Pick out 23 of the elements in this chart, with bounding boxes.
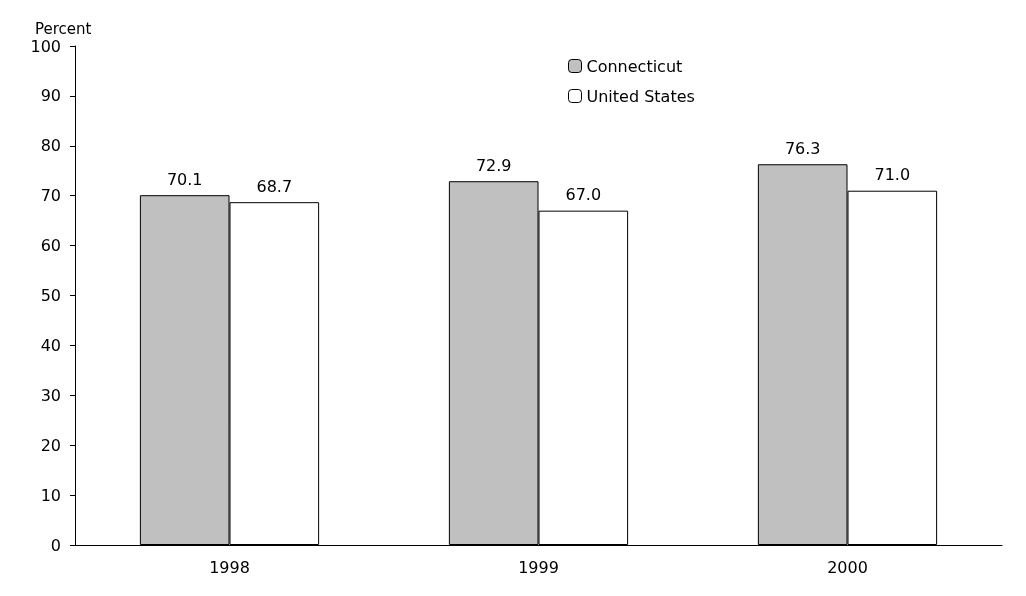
y-tick-label: 30 xyxy=(40,385,61,405)
x-tick-label: 2000 xyxy=(827,557,868,577)
y-tick-label: 50 xyxy=(40,286,61,305)
y-tick-label: 20 xyxy=(40,435,61,455)
data-label: 71.0 xyxy=(874,165,911,185)
y-axis-title: Percent xyxy=(35,19,92,38)
legend-label: Connecticut xyxy=(586,56,683,76)
data-label: 68.7 xyxy=(256,176,293,196)
y-tick-label: 80 xyxy=(40,136,61,156)
y-tick-label: 10 xyxy=(40,485,61,505)
y-tick-label: 90 xyxy=(40,86,61,106)
y-tick-label: 0 xyxy=(50,535,61,555)
data-label: 72.9 xyxy=(475,155,512,175)
data-label: 76.3 xyxy=(784,138,821,158)
x-tick-label: 1998 xyxy=(209,557,250,577)
data-label: 70.1 xyxy=(166,169,203,189)
y-tick-label: 60 xyxy=(40,236,61,256)
y-tick-label: 100 xyxy=(30,36,61,56)
data-label: 67.0 xyxy=(565,185,602,205)
y-tick-label: 40 xyxy=(40,335,61,355)
legend-label: United States xyxy=(586,86,695,106)
x-tick-label: 1999 xyxy=(518,557,559,577)
y-tick-label: 70 xyxy=(40,186,61,206)
